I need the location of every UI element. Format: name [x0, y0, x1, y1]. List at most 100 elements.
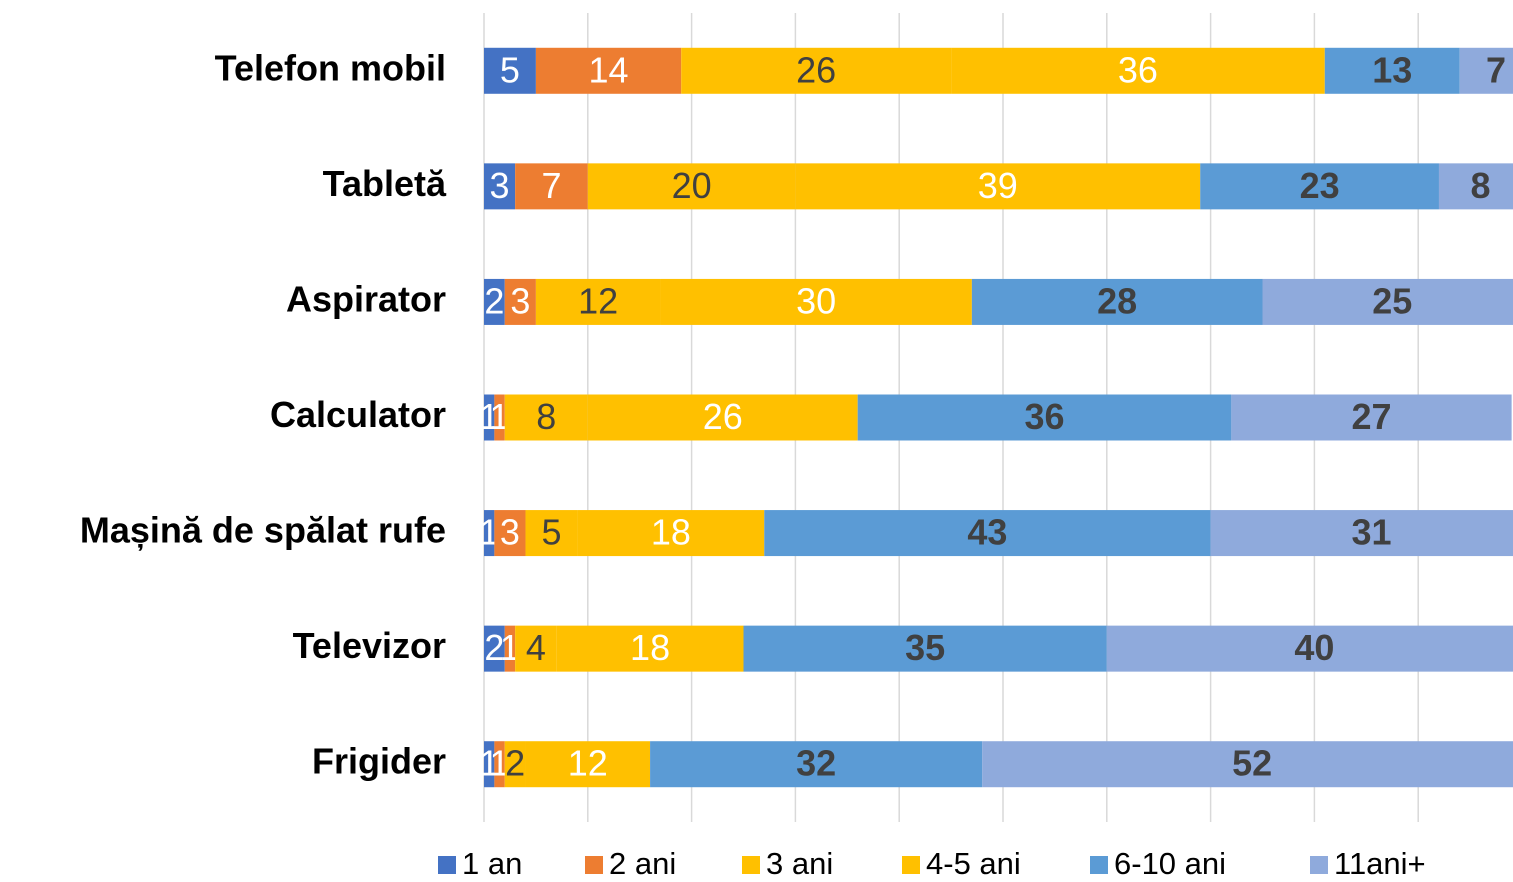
data-label: 7	[1486, 49, 1506, 90]
data-label: 3	[490, 165, 510, 206]
y-tick-label: Mașină de spălat rufe	[80, 510, 446, 551]
bar-segment	[857, 394, 1232, 441]
legend-label: 2 ani	[609, 846, 676, 881]
data-label: 12	[578, 280, 618, 321]
data-label: 5	[500, 49, 520, 90]
data-label: 40	[1294, 627, 1334, 668]
data-label: 26	[796, 49, 836, 90]
legend-swatch	[585, 856, 603, 874]
bar-segment	[951, 47, 1325, 94]
y-tick-label: Televizor	[293, 625, 446, 666]
data-label: 2	[484, 280, 504, 321]
y-tick-label: Telefon mobil	[215, 47, 446, 88]
legend-swatch	[1090, 856, 1108, 874]
data-label: 43	[967, 512, 1007, 553]
legend-label: 11ani+	[1334, 846, 1426, 881]
bar-segment	[484, 394, 495, 441]
data-label: 18	[630, 627, 670, 668]
data-label: 5	[541, 512, 561, 553]
data-label: 25	[1372, 280, 1412, 321]
data-label: 39	[978, 165, 1018, 206]
bar-segment	[1210, 510, 1513, 557]
bar-segment	[1262, 278, 1513, 325]
y-tick-label: Aspirator	[286, 278, 446, 319]
bar-segment	[681, 47, 952, 94]
bar-segment	[535, 47, 682, 94]
bar-segment	[525, 510, 578, 557]
data-label: 2	[484, 627, 504, 668]
legend-swatch	[902, 856, 920, 874]
data-label: 8	[536, 396, 556, 437]
data-label: 31	[1351, 512, 1391, 553]
legend-label: 3 ani	[766, 846, 833, 881]
data-label: 32	[796, 743, 836, 784]
data-label: 27	[1351, 396, 1391, 437]
bar-segment	[494, 741, 505, 788]
bar-segment	[982, 741, 1513, 788]
data-label: 4	[526, 627, 546, 668]
bar-segment	[515, 625, 557, 672]
data-label: 1	[490, 396, 510, 437]
data-label: 1	[479, 512, 499, 553]
data-label: 1	[479, 396, 499, 437]
data-label: 7	[541, 165, 561, 206]
bar-segment	[484, 278, 505, 325]
bar-segment	[650, 741, 983, 788]
bar-segment	[484, 47, 536, 94]
data-label: 23	[1300, 165, 1340, 206]
bar-segment	[660, 278, 972, 325]
data-label: 18	[651, 512, 691, 553]
bar-segment	[535, 278, 661, 325]
legend-label: 4-5 ani	[926, 846, 1021, 881]
legend-label: 6-10 ani	[1114, 846, 1226, 881]
data-label: 2	[505, 743, 525, 784]
bar-segment	[743, 625, 1107, 672]
bar-segment	[1438, 163, 1513, 210]
data-label: 1	[500, 627, 520, 668]
bar-segment	[494, 510, 526, 557]
bar-segment	[494, 394, 505, 441]
bar-segment	[587, 394, 858, 441]
data-label: 20	[672, 165, 712, 206]
data-label: 52	[1232, 743, 1272, 784]
data-label: 28	[1097, 280, 1137, 321]
legend-label: 1 an	[462, 846, 522, 881]
bar-segment	[525, 741, 651, 788]
bar-segment	[504, 741, 526, 788]
data-label: 13	[1372, 49, 1412, 90]
bar-segment	[1106, 625, 1513, 672]
data-label: 30	[796, 280, 836, 321]
bar-segment	[587, 163, 796, 210]
bar-segment	[1231, 394, 1512, 441]
legend-swatch	[438, 856, 456, 874]
bar-segment	[556, 625, 744, 672]
data-label: 14	[589, 49, 629, 90]
bar-segment	[484, 625, 505, 672]
bar-segment	[1324, 47, 1460, 94]
legend-swatch	[742, 856, 760, 874]
bar-segment	[504, 278, 536, 325]
data-label: 26	[703, 396, 743, 437]
data-label: 8	[1470, 165, 1490, 206]
bar-segment	[577, 510, 765, 557]
bar-segment	[504, 625, 516, 672]
y-tick-label: Calculator	[270, 394, 446, 435]
bar-segment	[795, 163, 1201, 210]
bar-segment	[1200, 163, 1439, 210]
bar-segment	[1459, 47, 1513, 94]
y-tick-label: Frigider	[312, 741, 446, 782]
data-label: 36	[1118, 49, 1158, 90]
bar-segment	[971, 278, 1263, 325]
y-tick-label: Tabletă	[323, 163, 447, 204]
bar-segment	[484, 510, 495, 557]
data-label: 1	[479, 743, 499, 784]
data-label: 12	[568, 743, 608, 784]
bar-segment	[515, 163, 588, 210]
bar-segment	[764, 510, 1211, 557]
legend-swatch	[1310, 856, 1328, 874]
data-label: 3	[500, 512, 520, 553]
data-label: 36	[1024, 396, 1064, 437]
data-label: 1	[490, 743, 510, 784]
data-label: 35	[905, 627, 945, 668]
